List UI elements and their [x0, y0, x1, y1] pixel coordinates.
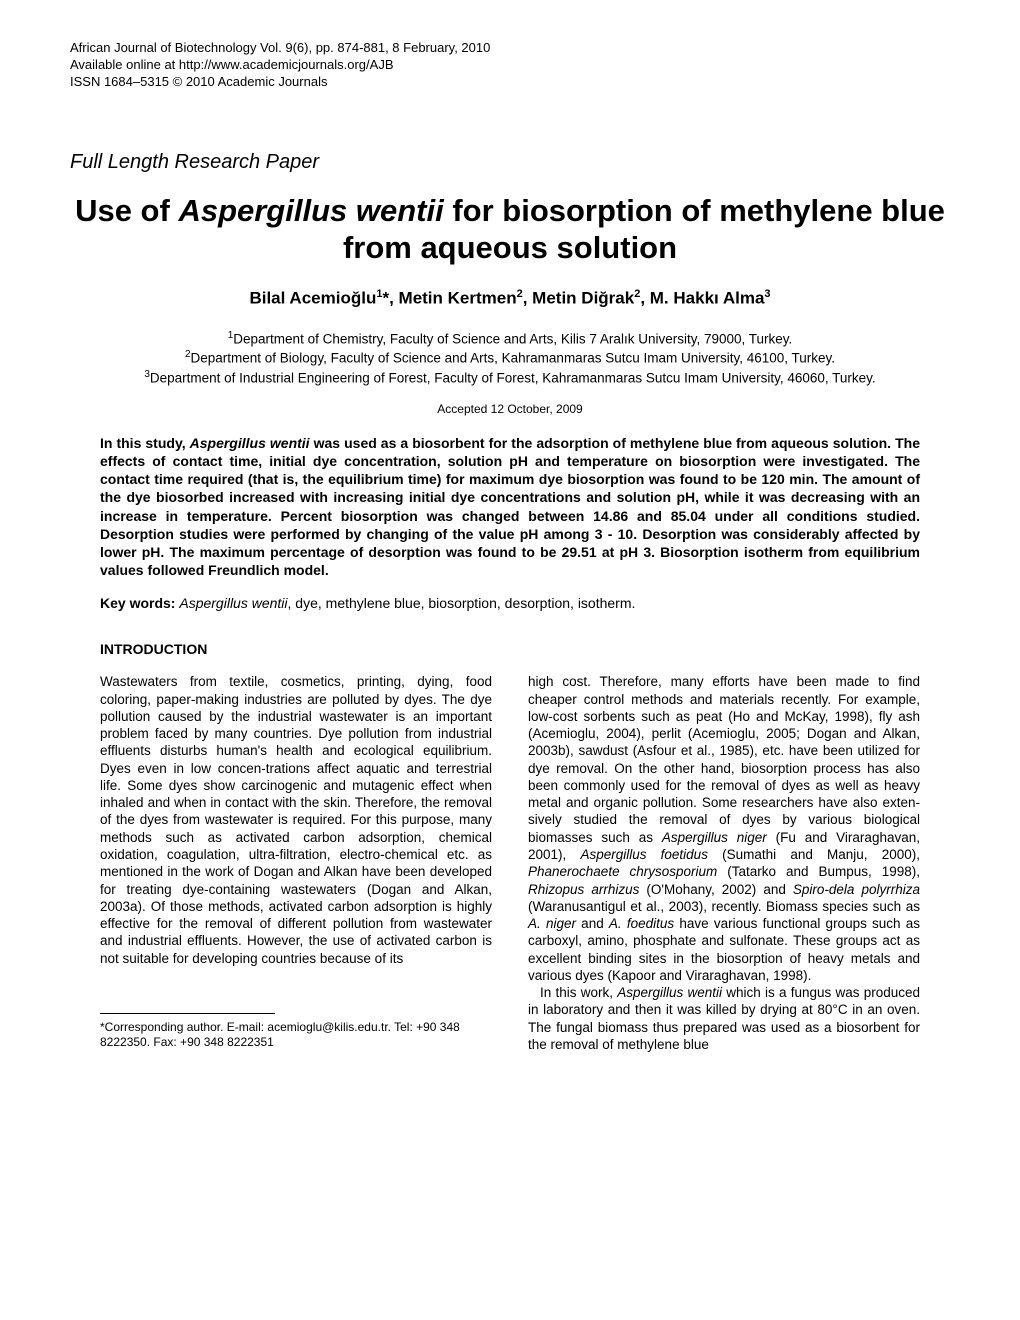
affiliation-3: 3Department of Industrial Engineering of… [70, 368, 950, 388]
paper-type: Full Length Research Paper [70, 151, 950, 174]
title-species: Aspergillus wentii [178, 193, 443, 228]
affiliation-1: 1Department of Chemistry, Faculty of Sci… [70, 329, 950, 349]
abstract-post: was used as a biosorbent for the adsorpt… [100, 435, 920, 578]
journal-line-2: Available online at http://www.academicj… [70, 57, 950, 74]
body-columns: Wastewaters from textile, cosmetics, pri… [100, 673, 920, 1053]
authors: Bilal Acemioğlu1*, Metin Kertmen2, Metin… [70, 288, 950, 309]
abstract: In this study, Aspergillus wentii was us… [100, 434, 920, 580]
keywords-rest: , dye, methylene blue, biosorption, deso… [288, 595, 636, 611]
intro-paragraph-1: Wastewaters from textile, cosmetics, pri… [100, 673, 492, 967]
accepted-date: Accepted 12 October, 2009 [70, 402, 950, 416]
journal-line-3: ISSN 1684–5315 © 2010 Academic Journals [70, 74, 950, 91]
title-pre: Use of [75, 193, 178, 228]
footnote-separator [100, 1013, 275, 1014]
column-right: high cost. Therefore, many efforts have … [528, 673, 920, 1053]
paper-title: Use of Aspergillus wentii for biosorptio… [70, 192, 950, 266]
keywords: Key words: Aspergillus wentii, dye, meth… [100, 595, 920, 611]
journal-info: African Journal of Biotechnology Vol. 9(… [70, 40, 950, 91]
abstract-pre: In this study, [100, 435, 190, 451]
journal-line-1: African Journal of Biotechnology Vol. 9(… [70, 40, 950, 57]
corresponding-author-footnote: *Corresponding author. E-mail: acemioglu… [100, 1020, 492, 1051]
affiliation-2: 2Department of Biology, Faculty of Scien… [70, 348, 950, 368]
section-header-introduction: INTRODUCTION [100, 641, 920, 657]
intro-paragraph-2: high cost. Therefore, many efforts have … [528, 673, 920, 984]
intro-paragraph-3: In this work, Aspergillus wentii which i… [528, 984, 920, 1053]
affiliations: 1Department of Chemistry, Faculty of Sci… [70, 329, 950, 388]
keywords-label: Key words: [100, 595, 175, 611]
column-left: Wastewaters from textile, cosmetics, pri… [100, 673, 492, 1053]
keywords-species: Aspergillus wentii [179, 595, 287, 611]
abstract-species: Aspergillus wentii [190, 435, 310, 451]
